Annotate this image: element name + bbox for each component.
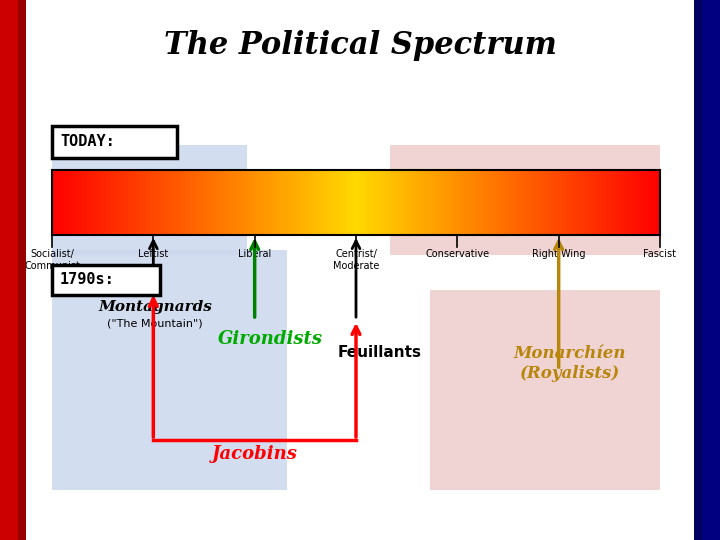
Text: Liberal: Liberal bbox=[238, 249, 271, 259]
Text: Monarchíen: Monarchíen bbox=[514, 345, 626, 362]
Text: (Royalists): (Royalists) bbox=[520, 365, 620, 382]
Text: Montagnards: Montagnards bbox=[98, 300, 212, 314]
Text: Right Wing: Right Wing bbox=[532, 249, 585, 259]
Bar bbox=[52, 145, 247, 255]
Bar bbox=[52, 250, 287, 490]
Text: Centrist/
Moderate: Centrist/ Moderate bbox=[333, 249, 379, 271]
Text: Fascist: Fascist bbox=[644, 249, 677, 259]
Bar bbox=[52, 265, 160, 295]
Text: Feuillants: Feuillants bbox=[338, 345, 422, 360]
Text: Conservative: Conservative bbox=[426, 249, 490, 259]
Text: Girondists: Girondists bbox=[217, 330, 323, 348]
Text: ("The Mountain"): ("The Mountain") bbox=[107, 318, 203, 328]
Bar bbox=[52, 126, 177, 158]
Bar bbox=[18, 0, 26, 540]
Text: Jacobins: Jacobins bbox=[212, 445, 297, 463]
Bar bbox=[390, 145, 660, 255]
Text: Socialist/
Communist: Socialist/ Communist bbox=[24, 249, 80, 271]
Text: The Political Spectrum: The Political Spectrum bbox=[163, 30, 557, 61]
Text: 1790s:: 1790s: bbox=[60, 273, 114, 287]
Text: TODAY:: TODAY: bbox=[60, 134, 114, 150]
Bar bbox=[430, 290, 660, 490]
Text: Leftist: Leftist bbox=[138, 249, 168, 259]
Bar bbox=[702, 0, 720, 540]
Bar bbox=[0, 0, 18, 540]
Bar bbox=[694, 0, 702, 540]
